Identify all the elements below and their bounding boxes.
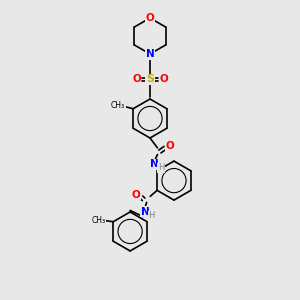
Text: CH₃: CH₃ <box>91 216 105 225</box>
Text: O: O <box>132 190 140 200</box>
Text: N: N <box>150 159 159 169</box>
Text: H: H <box>148 211 155 220</box>
Text: O: O <box>166 140 175 151</box>
Text: N: N <box>146 49 154 59</box>
Text: O: O <box>159 74 168 85</box>
Text: O: O <box>146 13 154 23</box>
Text: O: O <box>132 74 141 85</box>
Text: S: S <box>146 74 154 85</box>
Text: N: N <box>141 207 149 217</box>
Text: CH₃: CH₃ <box>111 101 125 110</box>
Text: H: H <box>158 163 164 172</box>
